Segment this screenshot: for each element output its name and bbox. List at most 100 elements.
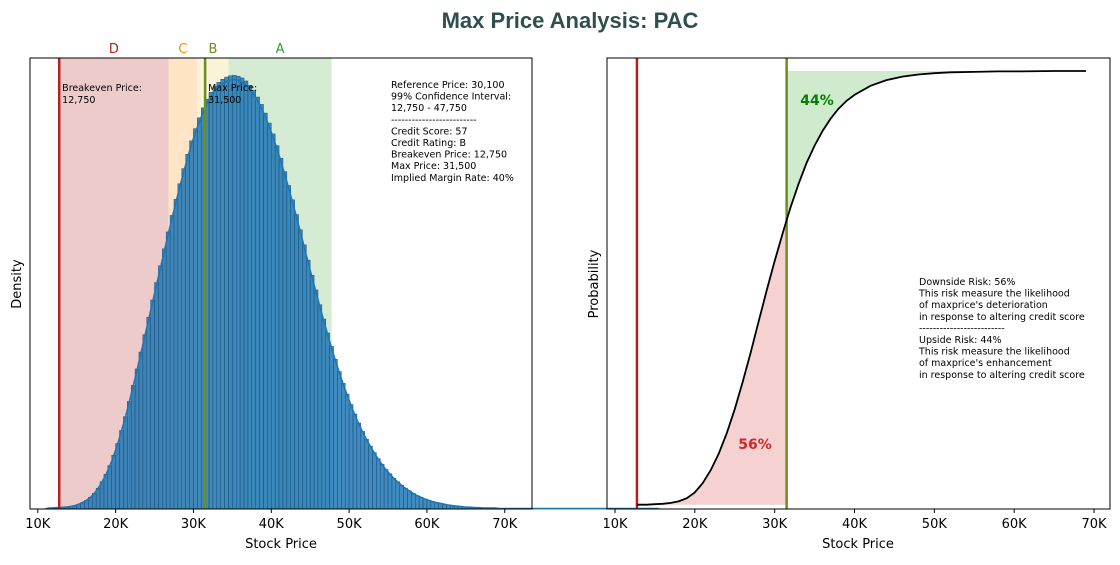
histogram-bar [104, 474, 108, 509]
cdf-frame [607, 58, 1110, 509]
x-tick-label: 50K [922, 517, 948, 532]
histogram-bar [248, 85, 252, 509]
annotation-line: of maxprice's deterioration [919, 300, 1048, 311]
histogram-bar [279, 158, 283, 509]
histogram-bar [310, 275, 314, 509]
annotation-line: Upside Risk: 44% [919, 335, 1002, 346]
histogram-bar [209, 92, 213, 509]
cdf-annotation-box: Downside Risk: 56%This risk measure the … [918, 277, 1085, 381]
histogram-bar [232, 75, 236, 509]
x-tick-label: 40K [259, 517, 285, 532]
histogram-bar [295, 215, 299, 509]
histogram-bar [369, 446, 373, 509]
histogram-bar [151, 300, 155, 509]
histogram-bar [158, 266, 162, 509]
annotation-line: Credit Rating: B [391, 138, 466, 149]
histogram-bar [404, 488, 408, 509]
histogram-bar [252, 91, 256, 509]
histogram-bar [123, 417, 127, 509]
histogram-bar [384, 470, 388, 509]
histogram-bar [108, 466, 112, 509]
annotation-line: Max Price: 31,500 [391, 161, 476, 172]
histogram-bar [127, 401, 131, 509]
zone-label-c: C [178, 42, 187, 57]
histogram-bar [392, 478, 396, 509]
annotation-line: This risk measure the likelihood [918, 347, 1070, 358]
histogram-bar [396, 482, 400, 509]
histogram-bar [143, 335, 147, 509]
histogram-bar [190, 141, 194, 509]
histogram-bar [186, 154, 190, 509]
max-price-line-label: Max Price: [208, 83, 257, 94]
histogram-bar [120, 431, 124, 509]
histogram-bar [341, 383, 345, 509]
histogram-bar [228, 76, 232, 509]
x-tick-label: 10K [25, 517, 51, 532]
downside-percent-label: 56% [738, 437, 772, 453]
breakeven-line-value: 12,750 [62, 95, 95, 106]
zone-label-d: D [109, 42, 119, 57]
annotation-line: in response to altering credit score [919, 370, 1085, 381]
histogram-bar [116, 444, 120, 509]
histogram-bar [147, 317, 151, 509]
chart-title: Max Price Analysis: PAC [442, 8, 699, 33]
histogram-bar [267, 123, 271, 509]
histogram-bar [376, 459, 380, 509]
upside-percent-label: 44% [800, 93, 834, 109]
histogram-bar [166, 232, 170, 509]
max-price-line-value: 31,500 [208, 95, 241, 106]
histogram-bar [263, 113, 267, 509]
annotation-line: Credit Score: 57 [391, 126, 468, 137]
annotation-line: of maxprice's enhancement [919, 358, 1052, 369]
histogram-bar [291, 200, 295, 509]
zone-label-b: B [208, 42, 217, 57]
x-tick-label: 60K [1002, 517, 1028, 532]
histogram-bar [240, 78, 244, 509]
histogram-ylabel: Density [10, 259, 25, 309]
histogram-bar [197, 118, 201, 509]
histogram-bar [131, 385, 135, 509]
annotation-line: 12,750 - 47,750 [391, 103, 467, 114]
annotation-line: Reference Price: 30,100 [391, 80, 505, 91]
zone-label-a: A [276, 42, 285, 57]
histogram-bar [380, 464, 384, 509]
x-tick-label: 10K [602, 517, 628, 532]
histogram-bar [275, 146, 279, 509]
histogram-bar [221, 79, 225, 509]
histogram-bar [337, 372, 341, 509]
annotation-line: Implied Margin Rate: 40% [391, 173, 514, 184]
x-tick-label: 50K [337, 517, 363, 532]
histogram-bar [178, 184, 182, 509]
breakeven-line-label: Breakeven Price: [62, 83, 142, 94]
x-tick-label: 70K [1081, 517, 1107, 532]
histogram-bar [213, 87, 217, 509]
histogram-bar [415, 496, 419, 509]
histogram-bar [334, 359, 338, 509]
x-tick-label: 40K [842, 517, 868, 532]
histogram-bar [112, 455, 116, 509]
histogram-bar [353, 414, 357, 509]
downside-risk-area [637, 220, 787, 505]
annotation-line: 99% Confidence Interval: [391, 92, 511, 103]
histogram-bar [365, 439, 369, 509]
x-tick-label: 20K [682, 517, 708, 532]
x-tick-label: 20K [103, 517, 129, 532]
histogram-bar [318, 305, 322, 509]
histogram-bar [411, 493, 415, 509]
histogram-bar [155, 283, 159, 509]
histogram-bar [302, 245, 306, 509]
histogram-bar [345, 394, 349, 509]
histogram-bar [287, 185, 291, 509]
histogram-xlabel: Stock Price [245, 537, 317, 552]
annotation-line: ------------------------- [391, 115, 477, 126]
histogram-bar [400, 485, 404, 509]
histogram-bar [225, 77, 229, 509]
histogram-bar [306, 260, 310, 509]
x-tick-label: 30K [762, 517, 788, 532]
